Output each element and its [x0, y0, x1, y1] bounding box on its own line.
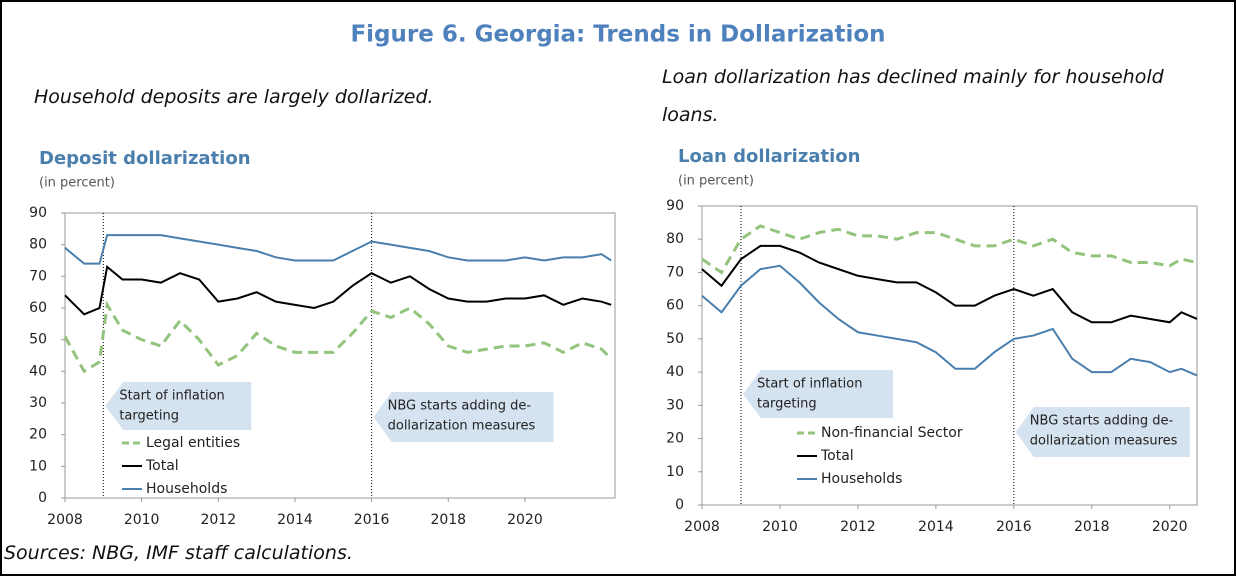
y-tick-label: 90 — [666, 198, 684, 214]
x-tick-label: 2020 — [1152, 519, 1188, 532]
y-tick-label: 50 — [666, 331, 684, 347]
chart-subtitle: (in percent) — [39, 176, 115, 191]
x-tick-label: 2018 — [1074, 519, 1110, 532]
x-tick-label: 2010 — [124, 512, 160, 528]
y-tick-label: 80 — [666, 231, 684, 247]
chart-subtitle: (in percent) — [678, 174, 754, 189]
annotation-arrow — [373, 392, 554, 442]
y-tick-label: 10 — [666, 464, 684, 480]
legend-label: Households — [821, 471, 902, 487]
y-tick-label: 70 — [29, 268, 47, 284]
x-tick-label: 2020 — [507, 512, 543, 528]
series-line — [701, 224, 1198, 275]
annotation-arrow — [742, 370, 893, 418]
y-tick-label: 40 — [29, 363, 47, 379]
annotation-arrow — [105, 382, 252, 430]
x-tick-label: 2016 — [996, 519, 1032, 532]
x-tick-label: 2008 — [684, 519, 720, 532]
x-tick-label: 2010 — [762, 519, 798, 532]
legend-label: Households — [146, 481, 227, 497]
x-tick-label: 2012 — [200, 512, 236, 528]
annotation-arrow — [1015, 407, 1190, 457]
caption: Household deposits are largely dollarize… — [34, 86, 434, 108]
annotation-text: dollarization measures — [388, 419, 536, 434]
series-line — [63, 300, 613, 374]
annotation-text: targeting — [119, 409, 179, 424]
series-line — [64, 234, 612, 265]
y-tick-label: 70 — [666, 264, 684, 280]
annotation-text: dollarization measures — [1030, 434, 1178, 449]
y-tick-label: 30 — [29, 395, 47, 411]
figure-title: Figure 6. Georgia: Trends in Dollarizati… — [350, 22, 885, 48]
x-tick-label: 2014 — [918, 519, 954, 532]
y-tick-label: 40 — [666, 364, 684, 380]
y-tick-label: 10 — [29, 458, 47, 474]
legend-label: Non-financial Sector — [821, 425, 963, 441]
plot-frame — [701, 205, 1198, 506]
chart-title: Deposit dollarization — [39, 148, 251, 169]
legend-label: Legal entities — [146, 435, 240, 451]
y-tick-label: 80 — [29, 237, 47, 253]
series-line — [64, 264, 612, 316]
x-tick-label: 2018 — [430, 512, 466, 528]
x-tick-label: 2012 — [840, 519, 876, 532]
charts: Figure 6. Georgia: Trends in Dollarizati… — [29, 22, 1198, 532]
y-tick-label: 0 — [38, 490, 47, 506]
x-tick-label: 2016 — [354, 512, 390, 528]
plot-frame — [64, 212, 616, 499]
y-tick-label: 90 — [29, 205, 47, 221]
y-tick-label: 0 — [675, 497, 684, 513]
chart-title: Loan dollarization — [678, 146, 860, 167]
source: Sources: NBG, IMF staff calculations. — [4, 542, 353, 564]
legend-label: Total — [820, 448, 854, 464]
legend-label: Total — [145, 458, 179, 474]
series-line — [701, 264, 1198, 377]
y-tick-label: 20 — [29, 427, 47, 443]
y-tick-label: 60 — [29, 300, 47, 316]
annotation-text: Start of inflation — [119, 389, 224, 404]
annotation-text: Start of inflation — [757, 377, 862, 392]
y-tick-label: 60 — [666, 298, 684, 314]
y-tick-label: 50 — [29, 332, 47, 348]
y-tick-label: 30 — [666, 397, 684, 413]
annotation-text: NBG starts adding de- — [1030, 414, 1174, 429]
x-tick-label: 2008 — [47, 512, 83, 528]
series-line — [701, 244, 1198, 324]
x-tick-label: 2014 — [277, 512, 313, 528]
y-tick-label: 20 — [666, 431, 684, 447]
annotation-text: NBG starts adding de- — [388, 399, 532, 414]
annotation-text: targeting — [757, 397, 817, 412]
caption: Loan dollarization has declined mainly f… — [662, 66, 1164, 126]
